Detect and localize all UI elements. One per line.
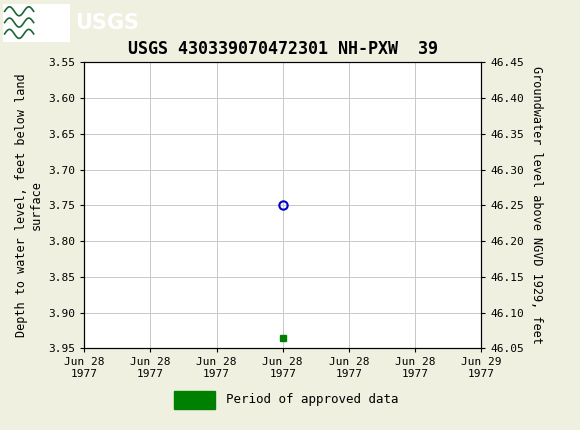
Bar: [3, 3, 70, 42]
Bar: [174, 391, 215, 409]
Y-axis label: Groundwater level above NGVD 1929, feet: Groundwater level above NGVD 1929, feet: [530, 66, 543, 344]
Title: USGS 430339070472301 NH-PXW  39: USGS 430339070472301 NH-PXW 39: [128, 40, 438, 58]
Text: Period of approved data: Period of approved data: [226, 393, 398, 406]
Y-axis label: Depth to water level, feet below land
surface: Depth to water level, feet below land su…: [14, 74, 42, 337]
Text: USGS: USGS: [75, 12, 139, 33]
